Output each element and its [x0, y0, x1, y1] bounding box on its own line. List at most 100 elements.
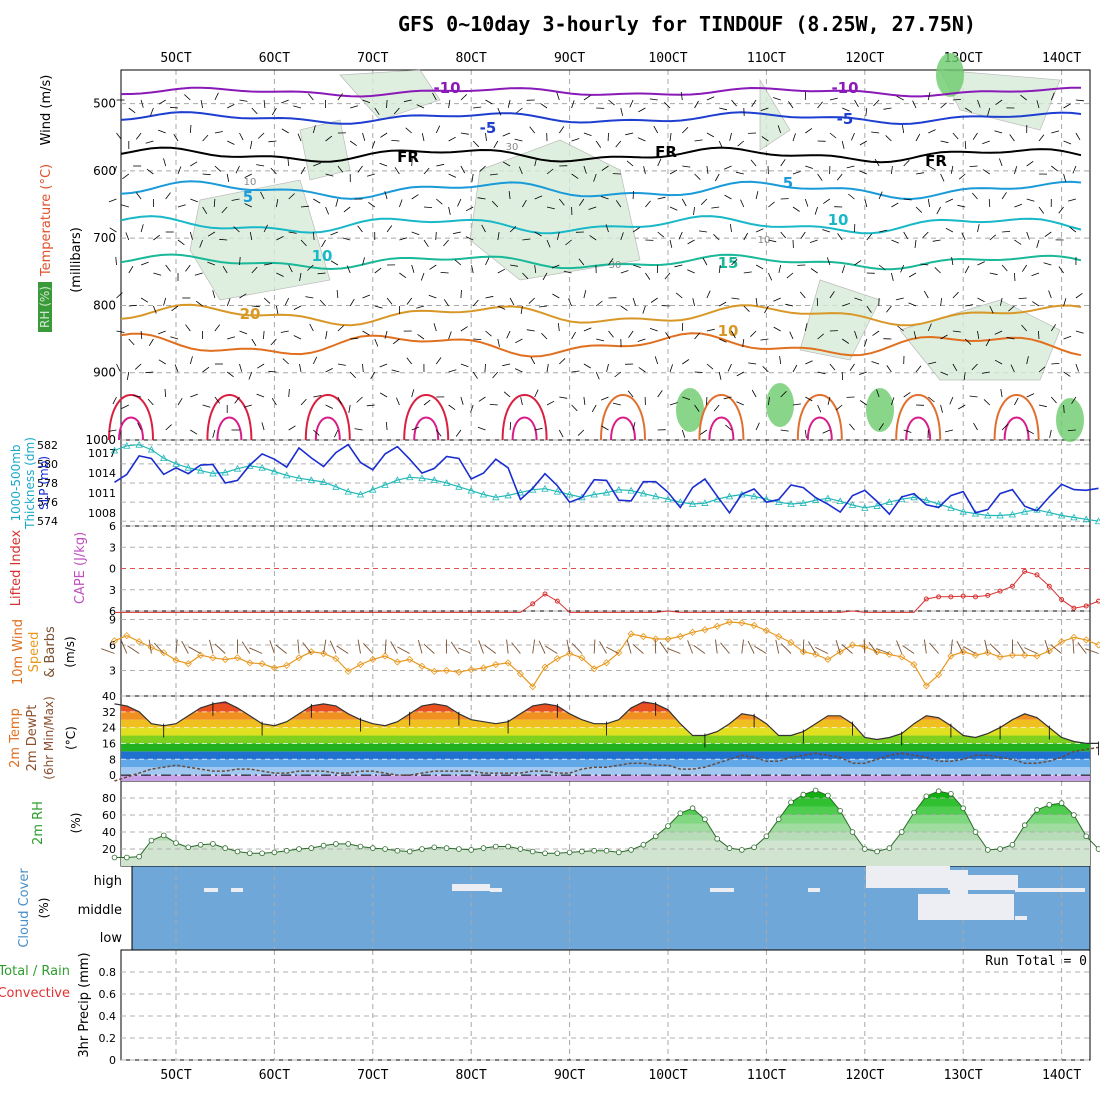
wind-barb — [190, 393, 198, 398]
wind-speed-point — [824, 655, 832, 664]
wind-barb — [994, 330, 1003, 335]
wind-barb — [859, 170, 867, 175]
wind-barb — [502, 132, 511, 137]
wind-barb — [719, 338, 727, 343]
wind-tick-label: 9 — [109, 614, 116, 627]
wind-barb — [319, 299, 326, 307]
wind-barb-10m — [269, 640, 275, 654]
wind-barb — [1051, 363, 1060, 365]
wind-barb — [385, 421, 388, 431]
wind-barb — [932, 239, 941, 242]
surface-contour — [314, 416, 341, 441]
rh-point — [726, 845, 733, 851]
wind-barb — [1072, 165, 1077, 174]
wind-barb — [1075, 99, 1084, 102]
wind-barb — [194, 272, 203, 276]
rh-point — [861, 846, 868, 852]
wind-barb — [472, 299, 479, 307]
wind-barb — [878, 423, 884, 431]
wind-barb-10m — [458, 647, 472, 654]
wind-barb — [393, 107, 400, 115]
rh-point — [1009, 841, 1016, 848]
wind-barb — [977, 224, 980, 233]
wind-barb-10m — [1072, 639, 1075, 654]
wind-barb — [891, 239, 899, 244]
wind-barb — [896, 95, 904, 101]
wind-barb — [163, 158, 167, 167]
wind-barb — [221, 206, 228, 214]
wind-barb — [700, 198, 708, 205]
wind-barb — [1010, 364, 1015, 373]
wind-barb — [251, 107, 258, 115]
wind-barb — [309, 323, 314, 332]
wind-barb — [563, 270, 572, 274]
wind-barb — [515, 107, 523, 114]
wind-barb — [280, 330, 289, 333]
wind-speed-point — [209, 654, 217, 662]
precip-tick-label: 0 — [109, 1054, 116, 1067]
wind-barb — [822, 229, 831, 233]
temperature-contour — [120, 86, 1081, 98]
wind-barb — [112, 396, 117, 405]
wind-barb — [1044, 231, 1052, 238]
thickness-point — [971, 509, 980, 517]
wind-barb-10m — [956, 640, 964, 654]
wind-barb — [394, 167, 400, 175]
rh-point — [382, 846, 388, 852]
temp-tick-label: 40 — [102, 690, 116, 703]
wind-speed-point — [762, 626, 770, 635]
wind-barb — [1020, 94, 1027, 101]
wind-barb-10m — [1016, 641, 1026, 654]
wind-barb — [823, 198, 831, 204]
wind-speed-point — [418, 662, 426, 670]
wind-barb — [391, 369, 400, 373]
wind-barb — [681, 198, 687, 207]
wind-barb — [489, 173, 498, 176]
wind-barb — [891, 166, 893, 175]
wind-barb-10m — [357, 639, 361, 654]
wind-barb — [334, 429, 339, 438]
wind-barb — [682, 127, 689, 134]
wind-speed-point — [713, 622, 721, 630]
surface-contour — [413, 416, 440, 441]
lifted-index-point — [542, 591, 548, 597]
wind-barb — [313, 429, 320, 436]
wind-barb — [120, 204, 129, 208]
wind-barb — [817, 101, 823, 109]
wind-barb — [614, 371, 622, 378]
wind-barb — [761, 136, 769, 142]
rh-point — [136, 853, 142, 860]
wind-barb-10m — [390, 641, 398, 654]
wind-barb — [768, 397, 770, 406]
wind-barb — [403, 99, 412, 103]
wind-barb — [497, 268, 506, 274]
wind-barb — [330, 231, 339, 236]
thickness-tick-label: 578 — [37, 477, 58, 490]
wind-barb — [515, 338, 523, 344]
wind-barb — [396, 397, 400, 406]
wind-barb — [792, 133, 796, 142]
rh-point — [714, 835, 720, 842]
wind-speed-point — [516, 670, 524, 678]
wind-barb — [964, 265, 970, 274]
wind-barb — [293, 305, 302, 310]
wind-barb — [529, 126, 536, 134]
wind-barb — [940, 298, 942, 307]
chart-title: GFS 0~10day 3-hourly for TINDOUF (8.25W,… — [398, 12, 976, 36]
thickness-point — [984, 511, 992, 519]
wind-barb — [478, 396, 486, 402]
wind-barb — [244, 173, 252, 178]
wind-barb — [325, 206, 329, 215]
date-label-top: 5OCT — [160, 51, 191, 66]
wind-barb — [312, 231, 315, 241]
wind-barb — [638, 107, 646, 113]
wind-barb — [568, 298, 572, 307]
ylabel-temperature: Temperature (°C) — [39, 164, 54, 277]
wind-barb — [627, 390, 634, 398]
wind-speed-point — [369, 655, 377, 664]
rh-color-band — [121, 806, 1090, 815]
wind-barb — [903, 231, 909, 240]
wind-barb — [583, 327, 592, 332]
wind-barb — [522, 238, 531, 241]
wind-barb — [903, 429, 912, 433]
